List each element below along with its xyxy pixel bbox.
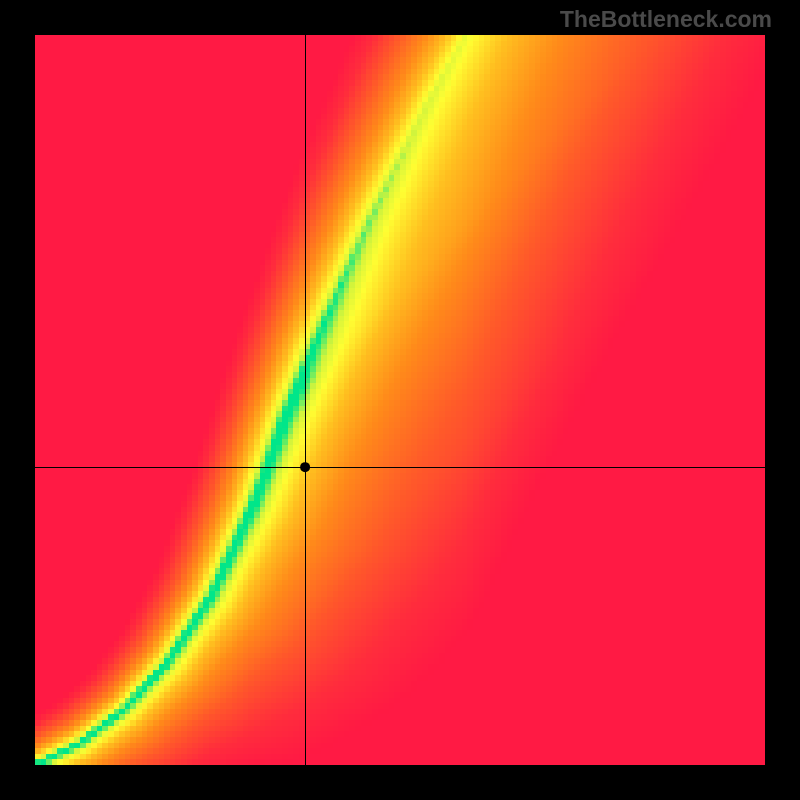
bottleneck-heatmap [0,0,800,800]
watermark-text: TheBottleneck.com [560,6,772,33]
chart-container: TheBottleneck.com [0,0,800,800]
